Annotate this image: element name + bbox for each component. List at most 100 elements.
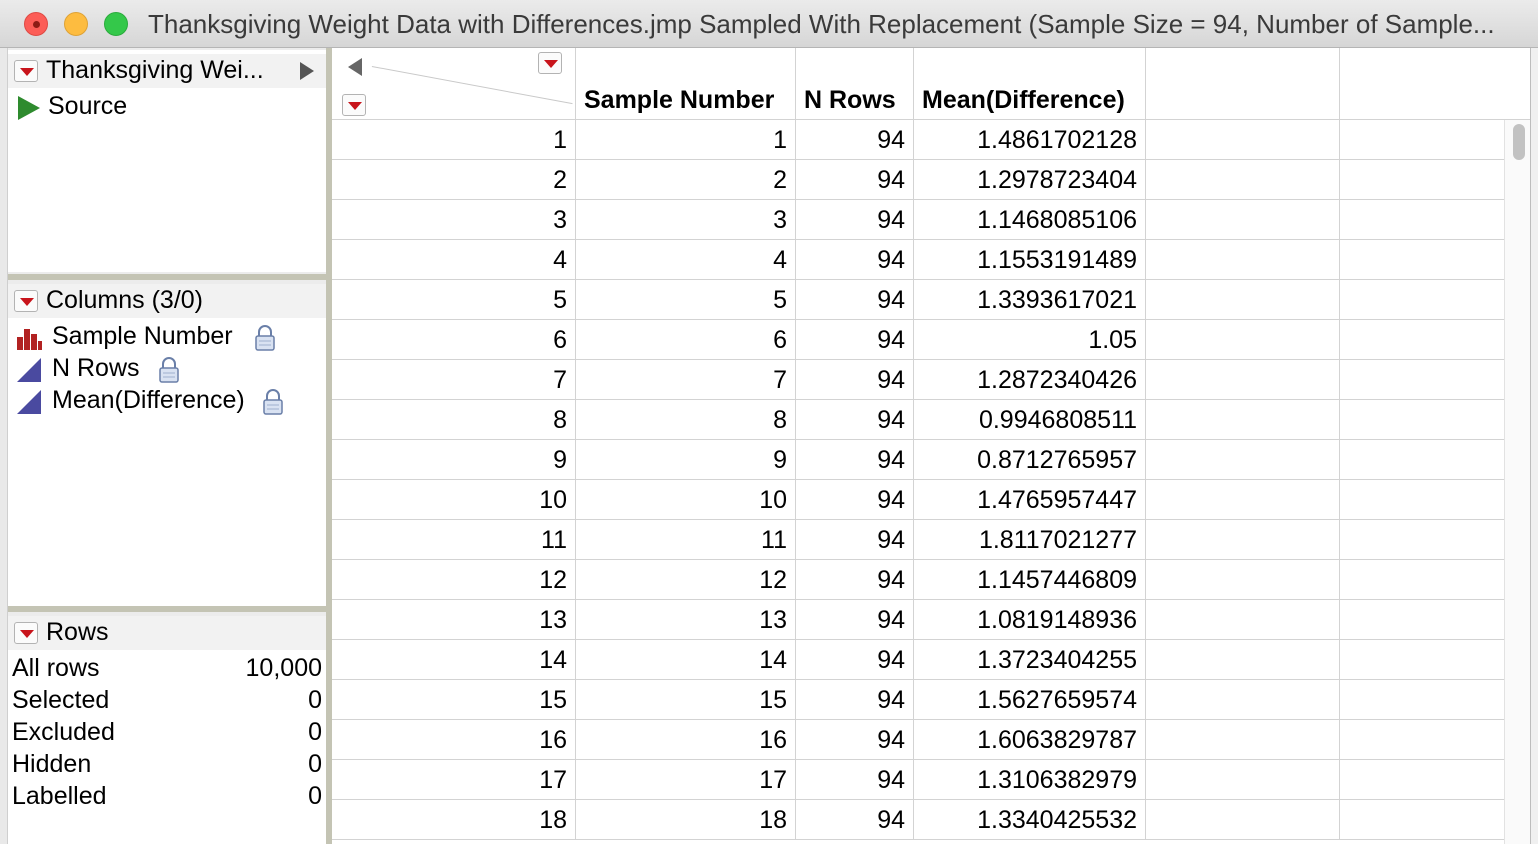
sample-number-cell[interactable]: 8 — [576, 400, 796, 440]
row-number-cell[interactable]: 11 — [332, 520, 576, 560]
mean-difference-cell[interactable]: 1.3723404255 — [914, 640, 1146, 680]
n-rows-cell[interactable]: 94 — [796, 120, 914, 160]
sample-number-cell[interactable]: 11 — [576, 520, 796, 560]
mean-difference-cell[interactable]: 1.5627659574 — [914, 680, 1146, 720]
lock-icon[interactable] — [262, 388, 284, 416]
row-number-cell[interactable]: 6 — [332, 320, 576, 360]
table-row[interactable]: 18 18 94 1.3340425532 — [332, 800, 1506, 840]
empty-cell[interactable] — [1340, 600, 1506, 640]
scrollbar-thumb[interactable] — [1513, 124, 1525, 160]
table-row[interactable]: 1 1 94 1.4861702128 — [332, 120, 1506, 160]
n-rows-cell[interactable]: 94 — [796, 720, 914, 760]
n-rows-cell[interactable]: 94 — [796, 320, 914, 360]
mean-difference-cell[interactable]: 1.1468085106 — [914, 200, 1146, 240]
table-row[interactable]: 6 6 94 1.05 — [332, 320, 1506, 360]
sample-number-cell[interactable]: 7 — [576, 360, 796, 400]
source-item[interactable]: Source — [8, 90, 326, 126]
mean-difference-cell[interactable]: 1.0819148936 — [914, 600, 1146, 640]
empty-cell[interactable] — [1340, 800, 1506, 840]
mean-difference-cell[interactable]: 1.4861702128 — [914, 120, 1146, 160]
column-header-empty[interactable] — [1146, 48, 1340, 120]
mean-difference-cell[interactable]: 1.1553191489 — [914, 240, 1146, 280]
row-number-cell[interactable]: 1 — [332, 120, 576, 160]
sample-number-cell[interactable]: 13 — [576, 600, 796, 640]
n-rows-cell[interactable]: 94 — [796, 200, 914, 240]
row-number-cell[interactable]: 13 — [332, 600, 576, 640]
empty-cell[interactable] — [1146, 520, 1340, 560]
mean-difference-cell[interactable]: 1.2978723404 — [914, 160, 1146, 200]
table-row[interactable]: 17 17 94 1.3106382979 — [332, 760, 1506, 800]
play-triangle-icon[interactable] — [18, 96, 40, 120]
column-item-mean-difference[interactable]: Mean(Difference) — [8, 386, 326, 418]
row-number-cell[interactable]: 9 — [332, 440, 576, 480]
empty-cell[interactable] — [1340, 720, 1506, 760]
mean-difference-cell[interactable]: 1.3393617021 — [914, 280, 1146, 320]
empty-cell[interactable] — [1340, 400, 1506, 440]
zoom-window-button[interactable] — [104, 12, 128, 36]
table-row[interactable]: 2 2 94 1.2978723404 — [332, 160, 1506, 200]
rows-stat-excluded[interactable]: Excluded 0 — [8, 718, 326, 750]
sample-number-cell[interactable]: 14 — [576, 640, 796, 680]
table-row[interactable]: 15 15 94 1.5627659574 — [332, 680, 1506, 720]
row-number-cell[interactable]: 18 — [332, 800, 576, 840]
row-number-cell[interactable]: 8 — [332, 400, 576, 440]
sample-number-cell[interactable]: 3 — [576, 200, 796, 240]
row-number-cell[interactable]: 12 — [332, 560, 576, 600]
rows-pane-header[interactable]: Rows — [8, 616, 326, 650]
table-row[interactable]: 14 14 94 1.3723404255 — [332, 640, 1506, 680]
rows-stat-all[interactable]: All rows 10,000 — [8, 654, 326, 686]
n-rows-cell[interactable]: 94 — [796, 560, 914, 600]
row-number-cell[interactable]: 3 — [332, 200, 576, 240]
empty-cell[interactable] — [1146, 560, 1340, 600]
empty-cell[interactable] — [1146, 360, 1340, 400]
empty-cell[interactable] — [1340, 680, 1506, 720]
row-number-cell[interactable]: 17 — [332, 760, 576, 800]
sample-number-cell[interactable]: 4 — [576, 240, 796, 280]
empty-cell[interactable] — [1340, 240, 1506, 280]
vertical-scrollbar[interactable] — [1504, 120, 1530, 844]
sample-number-cell[interactable]: 18 — [576, 800, 796, 840]
columns-menu-dropdown-icon[interactable] — [14, 290, 38, 312]
mean-difference-cell[interactable]: 0.9946808511 — [914, 400, 1146, 440]
n-rows-cell[interactable]: 94 — [796, 640, 914, 680]
table-row[interactable]: 13 13 94 1.0819148936 — [332, 600, 1506, 640]
mean-difference-cell[interactable]: 1.6063829787 — [914, 720, 1146, 760]
n-rows-cell[interactable]: 94 — [796, 520, 914, 560]
empty-cell[interactable] — [1340, 160, 1506, 200]
mean-difference-cell[interactable]: 1.8117021277 — [914, 520, 1146, 560]
table-row[interactable]: 10 10 94 1.4765957447 — [332, 480, 1506, 520]
table-row[interactable]: 11 11 94 1.8117021277 — [332, 520, 1506, 560]
columns-header-dropdown-icon[interactable] — [538, 52, 562, 74]
sample-number-cell[interactable]: 12 — [576, 560, 796, 600]
rows-stat-selected[interactable]: Selected 0 — [8, 686, 326, 718]
sample-number-cell[interactable]: 10 — [576, 480, 796, 520]
row-number-cell[interactable]: 14 — [332, 640, 576, 680]
minimize-window-button[interactable] — [64, 12, 88, 36]
column-header-mean-difference[interactable]: Mean(Difference) — [914, 48, 1146, 120]
n-rows-cell[interactable]: 94 — [796, 680, 914, 720]
empty-cell[interactable] — [1340, 480, 1506, 520]
panel-splitter[interactable] — [326, 48, 332, 844]
empty-cell[interactable] — [1146, 200, 1340, 240]
n-rows-cell[interactable]: 94 — [796, 160, 914, 200]
empty-cell[interactable] — [1340, 560, 1506, 600]
row-number-cell[interactable]: 2 — [332, 160, 576, 200]
table-row[interactable]: 5 5 94 1.3393617021 — [332, 280, 1506, 320]
column-header-sample-number[interactable]: Sample Number — [576, 48, 796, 120]
rows-header-dropdown-icon[interactable] — [342, 94, 366, 116]
empty-cell[interactable] — [1340, 120, 1506, 160]
empty-cell[interactable] — [1146, 680, 1340, 720]
sample-number-cell[interactable]: 17 — [576, 760, 796, 800]
row-number-cell[interactable]: 15 — [332, 680, 576, 720]
lock-icon[interactable] — [254, 324, 276, 352]
table-row[interactable]: 8 8 94 0.9946808511 — [332, 400, 1506, 440]
column-item-sample-number[interactable]: Sample Number — [8, 322, 326, 354]
n-rows-cell[interactable]: 94 — [796, 360, 914, 400]
pane-separator[interactable] — [8, 274, 326, 280]
table-pane-header[interactable]: Thanksgiving Wei... — [8, 54, 326, 88]
empty-cell[interactable] — [1340, 640, 1506, 680]
n-rows-cell[interactable]: 94 — [796, 280, 914, 320]
columns-pane-header[interactable]: Columns (3/0) — [8, 284, 326, 318]
empty-cell[interactable] — [1340, 760, 1506, 800]
sample-number-cell[interactable]: 2 — [576, 160, 796, 200]
